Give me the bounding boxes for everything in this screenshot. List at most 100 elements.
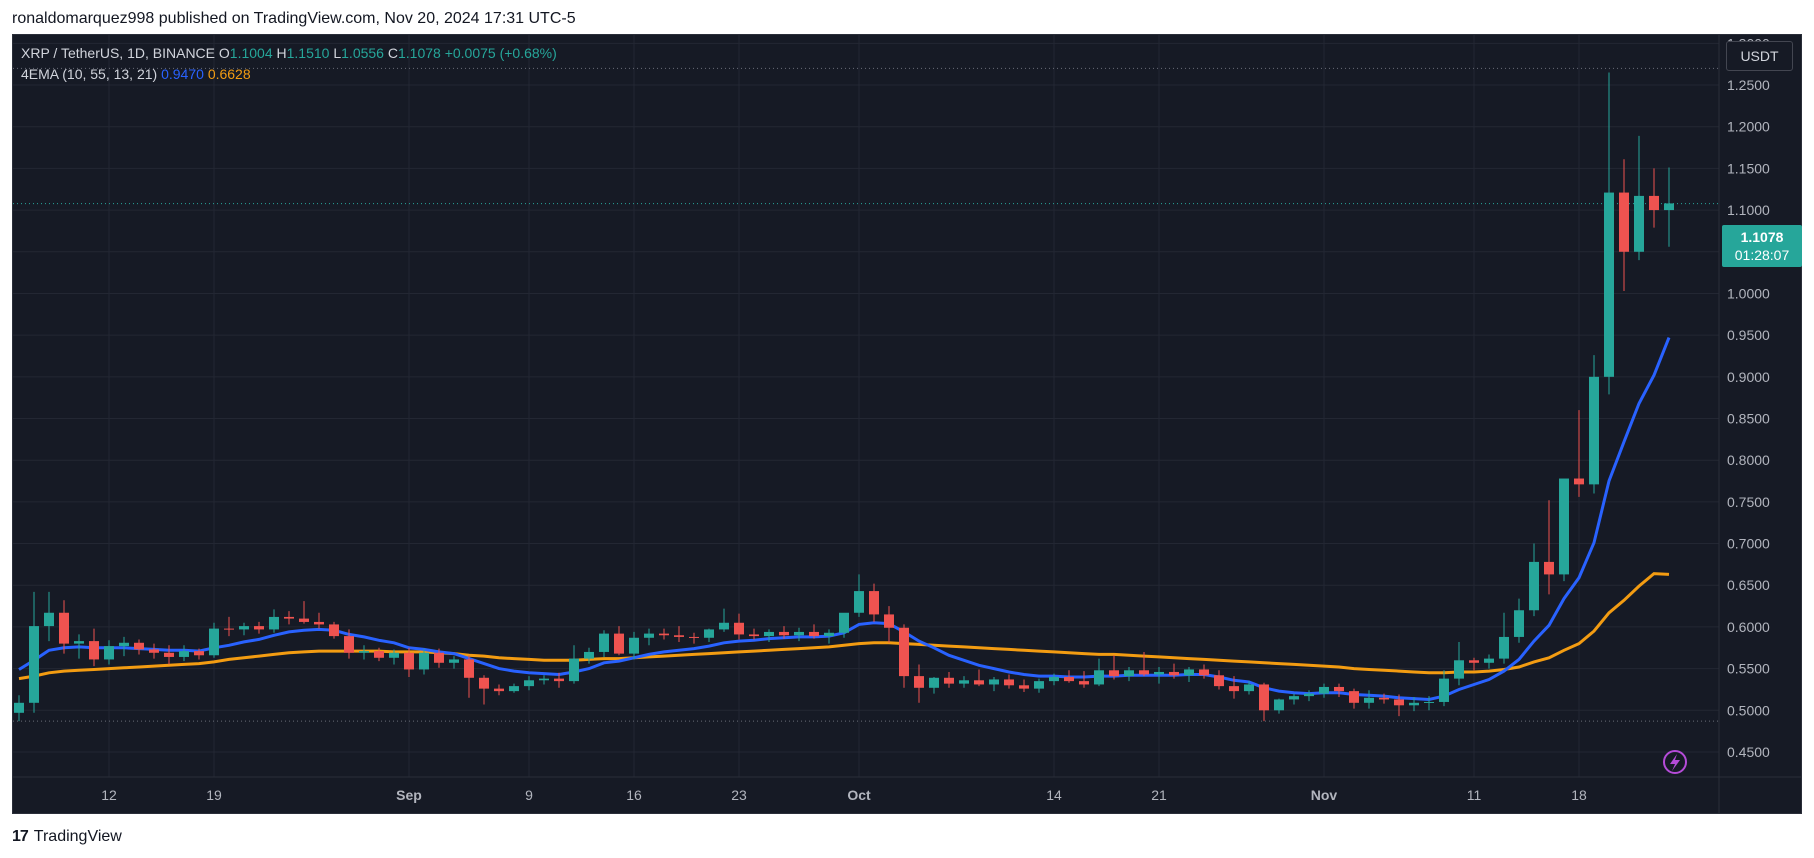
candle[interactable] <box>1199 664 1209 679</box>
candle[interactable] <box>1229 676 1239 699</box>
candle[interactable] <box>254 621 264 634</box>
candle[interactable] <box>1214 670 1224 690</box>
candle[interactable] <box>179 645 189 662</box>
candle[interactable] <box>1634 135 1644 261</box>
candle[interactable] <box>1499 612 1509 664</box>
candle[interactable] <box>749 628 759 640</box>
candle[interactable] <box>1109 655 1119 680</box>
candle[interactable] <box>149 643 159 659</box>
candle[interactable] <box>1664 167 1674 247</box>
candle[interactable] <box>989 676 999 692</box>
candle[interactable] <box>389 649 399 665</box>
candle[interactable] <box>1319 683 1329 698</box>
candle[interactable] <box>194 648 204 660</box>
candle[interactable] <box>1619 159 1629 291</box>
candle[interactable] <box>44 591 54 642</box>
candle[interactable] <box>914 664 924 703</box>
candle[interactable] <box>1034 678 1044 693</box>
lightning-icon[interactable] <box>1663 750 1687 774</box>
candle[interactable] <box>1454 641 1464 686</box>
candle[interactable] <box>14 695 24 722</box>
candle[interactable] <box>59 600 69 654</box>
candle[interactable] <box>839 612 849 638</box>
candle[interactable] <box>1274 698 1284 714</box>
candle[interactable] <box>869 583 879 622</box>
candle[interactable] <box>809 624 819 639</box>
candle[interactable] <box>1049 673 1059 686</box>
candle[interactable] <box>464 655 474 698</box>
candle[interactable] <box>509 683 519 693</box>
candle[interactable] <box>1064 670 1074 683</box>
candle[interactable] <box>899 624 909 688</box>
candle[interactable] <box>1364 690 1374 709</box>
candle[interactable] <box>644 628 654 646</box>
candle[interactable] <box>284 611 294 625</box>
candle[interactable] <box>359 645 369 660</box>
candle[interactable] <box>29 591 39 713</box>
candle[interactable] <box>794 627 804 642</box>
candle[interactable] <box>659 628 669 640</box>
candle[interactable] <box>614 626 624 656</box>
candle[interactable] <box>1184 666 1194 682</box>
candle[interactable] <box>1484 654 1494 669</box>
candle[interactable] <box>824 629 834 644</box>
candle[interactable] <box>1529 543 1539 617</box>
time-axis[interactable]: 12 19 Sep 9 16 23 Oct 14 21 Nov 11 18 <box>101 787 1587 803</box>
candle[interactable] <box>959 676 969 688</box>
candle[interactable] <box>329 621 339 639</box>
candle[interactable] <box>1559 478 1569 582</box>
candle[interactable] <box>1094 658 1104 687</box>
chart-panel[interactable]: 1.30001.25001.20001.15001.10001.05001.00… <box>12 34 1802 814</box>
candle[interactable] <box>314 612 324 629</box>
candle[interactable] <box>1124 666 1134 682</box>
indicator-name[interactable]: 4EMA (10, 55, 13, 21) <box>21 66 158 82</box>
candle[interactable] <box>119 636 129 657</box>
candle[interactable] <box>89 628 99 667</box>
candle[interactable] <box>239 622 249 636</box>
candle[interactable] <box>1469 657 1479 671</box>
candle[interactable] <box>164 645 174 665</box>
candle[interactable] <box>1514 598 1524 643</box>
candle[interactable] <box>599 630 609 657</box>
price-chart[interactable]: 1.30001.25001.20001.15001.10001.05001.00… <box>13 35 1801 813</box>
candle[interactable] <box>1169 663 1179 679</box>
candle[interactable] <box>1079 671 1089 688</box>
candle[interactable] <box>374 647 384 662</box>
candle[interactable] <box>269 609 279 633</box>
candle[interactable] <box>1649 168 1659 228</box>
candle[interactable] <box>854 574 864 617</box>
candle[interactable] <box>1604 72 1614 395</box>
candle[interactable] <box>1394 694 1404 717</box>
candle[interactable] <box>1259 682 1269 722</box>
candle[interactable] <box>524 676 534 691</box>
candle[interactable] <box>929 676 939 694</box>
price-axis[interactable]: 1.30001.25001.20001.15001.10001.05001.00… <box>1727 35 1770 760</box>
candle[interactable] <box>569 645 579 684</box>
candle[interactable] <box>674 626 684 642</box>
candle[interactable] <box>134 639 144 655</box>
candle[interactable] <box>449 656 459 669</box>
candle[interactable] <box>1544 500 1554 595</box>
candle[interactable] <box>1019 679 1029 692</box>
candle[interactable] <box>944 671 954 688</box>
candle[interactable] <box>719 608 729 632</box>
candle[interactable] <box>584 647 594 664</box>
candle[interactable] <box>224 616 234 637</box>
candle[interactable] <box>689 632 699 644</box>
candle[interactable] <box>1244 681 1254 695</box>
candle[interactable] <box>1379 693 1389 704</box>
candle[interactable] <box>779 626 789 639</box>
candle[interactable] <box>554 672 564 688</box>
candle[interactable] <box>104 640 114 665</box>
candle[interactable] <box>479 675 489 705</box>
candle[interactable] <box>764 629 774 642</box>
candle[interactable] <box>539 675 549 685</box>
candles[interactable] <box>14 72 1674 722</box>
candle[interactable] <box>1154 666 1164 684</box>
candle[interactable] <box>884 606 894 643</box>
candle[interactable] <box>734 613 744 640</box>
candle[interactable] <box>209 622 219 658</box>
candle[interactable] <box>404 647 414 677</box>
candle[interactable] <box>1004 674 1014 689</box>
candle[interactable] <box>974 669 984 687</box>
